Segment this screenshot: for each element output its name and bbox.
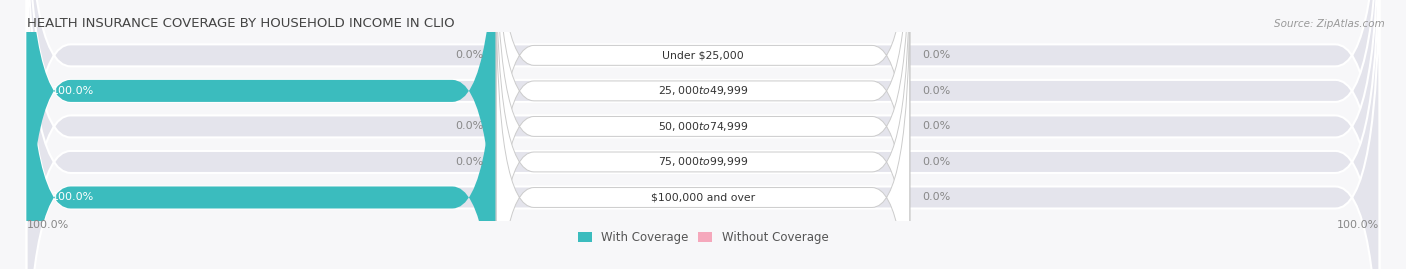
FancyBboxPatch shape [27, 0, 1379, 269]
Text: $25,000 to $49,999: $25,000 to $49,999 [658, 84, 748, 97]
Text: HEALTH INSURANCE COVERAGE BY HOUSEHOLD INCOME IN CLIO: HEALTH INSURANCE COVERAGE BY HOUSEHOLD I… [27, 17, 454, 30]
FancyBboxPatch shape [496, 0, 910, 269]
FancyBboxPatch shape [496, 0, 910, 269]
FancyBboxPatch shape [27, 0, 496, 269]
FancyBboxPatch shape [496, 0, 910, 269]
Text: 0.0%: 0.0% [922, 121, 950, 132]
Text: 0.0%: 0.0% [456, 157, 484, 167]
Text: Source: ZipAtlas.com: Source: ZipAtlas.com [1274, 19, 1385, 29]
Text: 0.0%: 0.0% [922, 157, 950, 167]
FancyBboxPatch shape [27, 0, 1379, 269]
Text: $75,000 to $99,999: $75,000 to $99,999 [658, 155, 748, 168]
Text: 0.0%: 0.0% [922, 193, 950, 203]
Text: 0.0%: 0.0% [456, 50, 484, 60]
Text: 0.0%: 0.0% [922, 86, 950, 96]
Text: 100.0%: 100.0% [1337, 220, 1379, 229]
Text: $100,000 and over: $100,000 and over [651, 193, 755, 203]
Text: 100.0%: 100.0% [52, 193, 94, 203]
FancyBboxPatch shape [27, 0, 1379, 269]
Text: Under $25,000: Under $25,000 [662, 50, 744, 60]
Text: 0.0%: 0.0% [456, 121, 484, 132]
Text: 100.0%: 100.0% [27, 220, 69, 229]
Text: $50,000 to $74,999: $50,000 to $74,999 [658, 120, 748, 133]
FancyBboxPatch shape [27, 0, 1379, 269]
FancyBboxPatch shape [27, 0, 1379, 269]
Legend: With Coverage, Without Coverage: With Coverage, Without Coverage [572, 226, 834, 249]
FancyBboxPatch shape [496, 0, 910, 259]
Text: 100.0%: 100.0% [52, 86, 94, 96]
FancyBboxPatch shape [496, 0, 910, 269]
Text: 0.0%: 0.0% [922, 50, 950, 60]
FancyBboxPatch shape [27, 0, 496, 269]
